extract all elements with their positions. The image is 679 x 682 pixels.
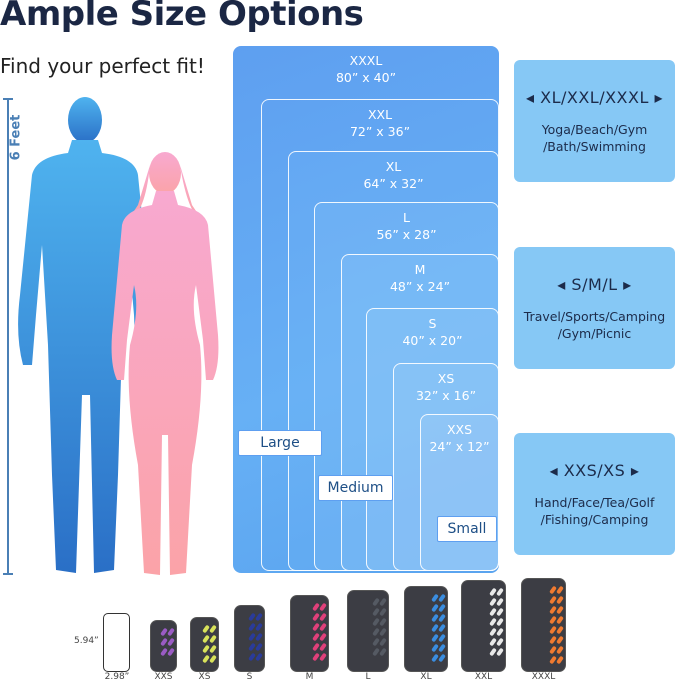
human-silhouettes: [18, 97, 219, 575]
pouch-xs: [190, 617, 219, 672]
female-silhouette: [111, 152, 219, 575]
pouch-label: XXXL: [531, 672, 556, 682]
group-label-large: Large: [238, 430, 322, 456]
pouch-s: [234, 605, 265, 672]
height-ruler: [3, 98, 13, 575]
pouch-xl: [404, 586, 448, 672]
pouch-label: L: [365, 672, 371, 682]
use-box-large: ◂ XL/XXL/XXXL ▸ Yoga/Beach/Gym /Bath/Swim…: [514, 60, 675, 182]
pouch-m: [290, 595, 329, 672]
phone-height-label: 5.94”: [74, 636, 99, 646]
pouch-xxxl: [521, 578, 566, 672]
pouch-l: [347, 590, 389, 672]
pouch-xxs: [150, 620, 177, 672]
pouch-label: M: [305, 672, 314, 682]
pouch-label: XXL: [474, 672, 493, 682]
use-box-small: ◂ XXS/XS ▸ Hand/Face/Tea/Golf /Fishing/Ca…: [514, 433, 675, 555]
page-title: Ample Size Options: [0, 0, 364, 34]
group-label-medium: Medium: [318, 475, 393, 501]
use-box-medium: ◂ S/M/L ▸ Travel/Sports/Camping /Gym/Picn…: [514, 247, 675, 369]
pouch-xxl: [461, 580, 506, 672]
male-silhouette: [18, 97, 152, 573]
pouch-label: XL: [420, 672, 432, 682]
group-label-small: Small: [437, 516, 497, 542]
subtitle: Find your perfect fit!: [0, 54, 205, 78]
pouch-label: XS: [198, 672, 211, 682]
size-s-area: S 40” x 20”: [366, 308, 499, 571]
phone-width-label: 2.98”: [104, 672, 130, 682]
phone-reference-icon: [103, 613, 130, 672]
size-xxs-area: XXS 24” x 12”: [420, 414, 499, 571]
pouch-label: S: [246, 672, 253, 682]
size-l-area: L 56” x 28”: [314, 202, 499, 571]
pouch-label: XXS: [154, 672, 173, 682]
